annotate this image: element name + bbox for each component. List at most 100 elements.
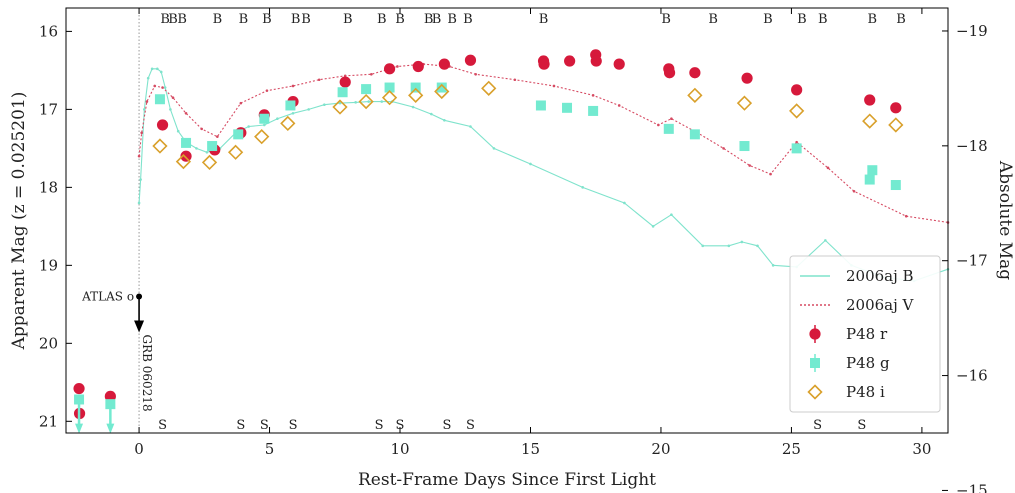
y-tick-label: 19 (39, 256, 58, 274)
series-point-2006aj-V (216, 135, 219, 138)
series-point-2006aj-B (670, 213, 673, 216)
point-p48-r (156, 119, 169, 131)
atlas-arrowhead (134, 320, 145, 333)
scatter-layer (73, 49, 904, 434)
x-tick-label: 5 (265, 440, 275, 458)
series-point-2006aj-V (265, 89, 269, 92)
point-p48-r (180, 150, 192, 162)
marker-B: B (463, 12, 473, 27)
series-point-2006aj-B (247, 125, 250, 128)
point-p48-g (337, 87, 348, 98)
y-axis-title: Apparent Mag (z = 0.025201) (9, 92, 29, 351)
point-p48-i (280, 115, 296, 132)
series-point-2006aj-B (150, 67, 154, 71)
point-p48-r (412, 60, 424, 73)
series-point-2006aj-V (552, 84, 556, 88)
series-point-2006aj-B (701, 244, 705, 248)
marker-B: B (424, 12, 434, 27)
point-p48-i (481, 80, 497, 96)
series-point-2006aj-V (200, 127, 203, 131)
series-point-2006aj-B (276, 117, 279, 121)
atlas-point (136, 293, 143, 300)
axes-layer: 0 5 10 15 20 25 30 16 17 18 19 20 21 −15 −16 −17 −18 −19 R… (9, 7, 1015, 493)
marker-B: B (160, 12, 170, 27)
marker-S: S (289, 418, 298, 433)
point-p48-g (233, 129, 244, 140)
series-point-2006aj-V (591, 94, 595, 97)
point-p48-g (410, 82, 421, 93)
series-point-2006aj-B (771, 264, 775, 267)
marker-S: S (813, 418, 822, 433)
upper-limit-arrowhead (106, 423, 115, 434)
series-point-2006aj-B (338, 101, 342, 105)
point-p48-i (254, 129, 270, 145)
marker-B: B (797, 12, 807, 27)
point-p48-g (361, 84, 372, 95)
point-p48-i (687, 87, 703, 103)
marker-B: B (343, 12, 353, 27)
marker-S: S (396, 418, 405, 433)
marker-B: B (177, 12, 187, 27)
point-p48-g (535, 100, 546, 111)
point-p48-r (438, 58, 450, 70)
legend-swatch-r (809, 328, 821, 340)
series-point-2006aj-V (670, 117, 673, 121)
series-point-2006aj-B (824, 239, 827, 242)
point-p48-g (154, 94, 165, 105)
series-point-2006aj-B (142, 108, 146, 111)
point-p48-g (739, 141, 750, 152)
x-tick-label: 0 (134, 440, 144, 458)
marker-S: S (260, 418, 269, 433)
y2-tick-label: −16 (956, 367, 988, 385)
marker-B: B (763, 12, 773, 27)
series-point-2006aj-B (367, 100, 370, 103)
marker-B: B (432, 12, 442, 27)
point-p48-i (736, 95, 753, 111)
point-p48-g (663, 123, 674, 134)
point-p48-g (588, 105, 599, 116)
point-p48-i (381, 90, 398, 106)
legend-label-r: P48 r (846, 325, 888, 343)
point-p48-r (864, 94, 876, 106)
series-point-2006aj-V (795, 140, 798, 144)
legend-label-g: P48 g (846, 354, 890, 372)
series-point-2006aj-V (396, 65, 399, 68)
series-point-2006aj-B (581, 186, 584, 189)
marker-B: B (239, 12, 249, 27)
series-point-2006aj-V (171, 96, 175, 99)
y2-tick-label: −19 (956, 22, 988, 40)
series-point-2006aj-V (513, 78, 517, 82)
point-p48-i (408, 87, 424, 103)
series-point-2006aj-B (156, 67, 159, 71)
series-line-2006aj-V (138, 63, 949, 223)
marker-B: B (213, 12, 223, 27)
series-point-2006aj-B (163, 86, 167, 89)
series-point-2006aj-B (354, 101, 357, 104)
series-point-2006aj-B (159, 70, 163, 74)
point-p48-r (383, 63, 396, 75)
point-p48-r (464, 54, 477, 66)
point-p48-g (890, 180, 901, 191)
point-p48-g (864, 174, 875, 185)
point-p48-i (152, 138, 168, 154)
marker-S: S (857, 418, 866, 433)
series-point-2006aj-B (756, 244, 759, 248)
marker-B: B (868, 12, 878, 27)
series-point-2006aj-B (443, 118, 446, 122)
point-p48-r (613, 58, 625, 70)
series-point-2006aj-B (205, 150, 209, 154)
series-point-2006aj-B (727, 244, 731, 248)
series-point-2006aj-B (139, 178, 142, 181)
legend-label-V: 2006aj V (846, 296, 915, 314)
series-point-2006aj-V (769, 172, 772, 176)
series-point-2006aj-V (657, 123, 660, 127)
point-p48-i (201, 154, 218, 171)
marker-B: B (377, 12, 387, 27)
legend-label-i: P48 i (846, 383, 885, 401)
series-point-2006aj-V (291, 84, 295, 88)
series-point-2006aj-V (474, 72, 477, 76)
series-point-2006aj-B (137, 201, 141, 205)
x-tick-label: 20 (651, 440, 670, 458)
x-tick-label: 25 (782, 440, 801, 458)
y-tick-label: 20 (39, 334, 58, 352)
